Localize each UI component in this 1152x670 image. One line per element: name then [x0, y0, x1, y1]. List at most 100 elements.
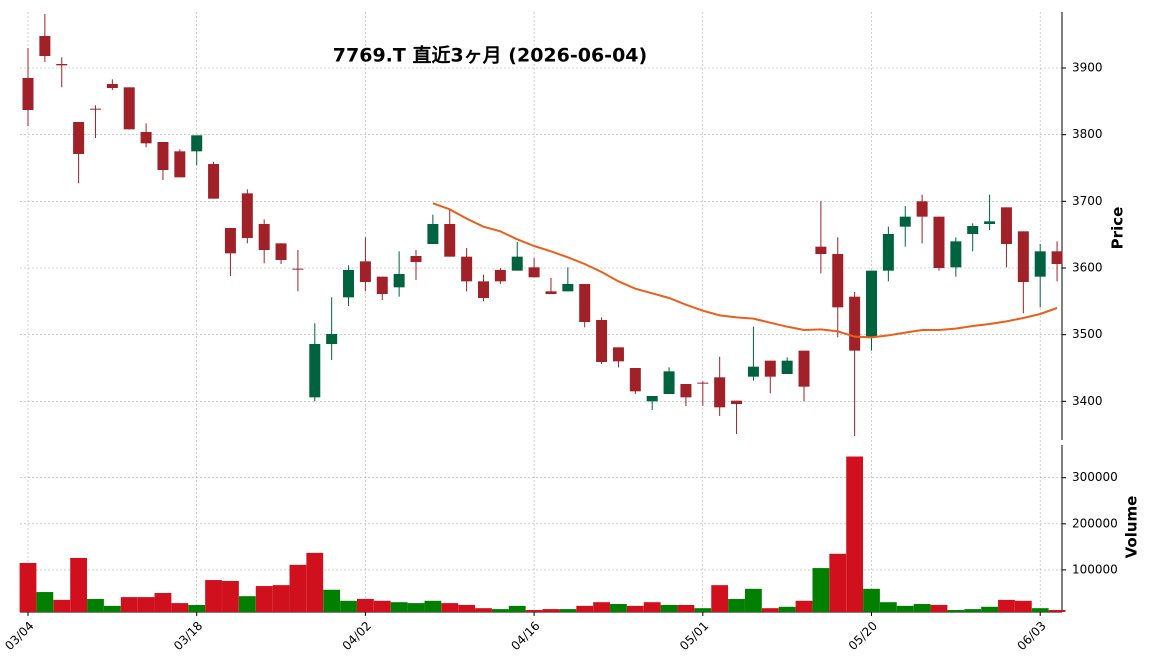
candle-body — [292, 268, 304, 270]
candle-body — [680, 384, 692, 398]
candle-body — [849, 296, 861, 351]
candle-body — [629, 368, 641, 392]
volume-bar — [70, 557, 88, 612]
volume-bar — [964, 609, 982, 612]
candle-body — [1051, 251, 1063, 264]
volume-bar — [1014, 600, 1032, 612]
candle-body — [1017, 231, 1029, 282]
candle-body — [562, 284, 574, 292]
volume-bar — [947, 610, 965, 612]
volume-bar — [998, 599, 1015, 612]
candle-body — [258, 224, 270, 250]
candle-body — [646, 396, 658, 402]
candle-body — [967, 226, 979, 234]
volume-bar — [407, 603, 425, 612]
candle-body — [528, 267, 540, 278]
volume-bar — [761, 608, 779, 612]
volume-bar — [357, 598, 374, 612]
x-tick-label: 05/20 — [846, 619, 880, 653]
candle-body — [275, 243, 287, 260]
candle-body — [494, 270, 506, 282]
volume-bar — [745, 588, 762, 612]
volume-bar — [694, 608, 712, 612]
y-axis-label: Price — [1109, 207, 1127, 250]
volume-bar — [559, 609, 577, 612]
candle-body — [393, 274, 405, 288]
x-tick-label: 04/02 — [340, 619, 374, 653]
volume-bar — [1031, 608, 1049, 612]
volume-bar — [896, 605, 914, 612]
volume-bar — [458, 604, 476, 612]
volume-bar — [863, 588, 880, 612]
volume-bar — [120, 597, 138, 612]
chart-title: 7769.T 直近3ヶ月 (2026-06-04) — [333, 44, 647, 67]
volume-bar — [373, 600, 391, 612]
x-tick-label: 03/18 — [171, 619, 205, 653]
candle-body — [1034, 251, 1046, 277]
y-tick-label: 3600 — [1072, 261, 1103, 275]
volume-bar — [778, 606, 796, 612]
candle-body — [359, 261, 371, 282]
volume-bar — [424, 600, 442, 612]
candle-body — [106, 84, 118, 88]
volume-bar — [19, 563, 37, 612]
candle-body — [916, 201, 928, 217]
volume-bar — [205, 580, 222, 612]
candle-body — [933, 216, 945, 268]
volume-bar — [542, 609, 560, 612]
candle-body — [714, 377, 726, 408]
volume-bar — [930, 604, 948, 612]
volume-bar — [1048, 610, 1066, 612]
candle-body — [731, 400, 743, 404]
volume-bar — [660, 604, 678, 612]
volume-bar — [677, 604, 695, 612]
volume-bar — [441, 603, 459, 612]
candle-body — [444, 224, 456, 257]
volume-bar — [171, 603, 189, 612]
candle-body — [579, 284, 591, 322]
volume-bar — [879, 602, 897, 612]
volume-bar — [981, 606, 998, 612]
candle-body — [157, 142, 169, 170]
candle-body — [56, 64, 68, 66]
volume-bar — [795, 600, 813, 612]
volume-bar — [188, 604, 206, 612]
candle-body — [461, 256, 473, 282]
candle-body — [140, 132, 152, 144]
volume-bar — [728, 598, 745, 612]
candle-body — [39, 36, 51, 56]
candle-body — [1000, 207, 1012, 244]
candle-body — [764, 360, 776, 377]
volume-bar — [306, 552, 324, 612]
volume-bar — [154, 592, 172, 612]
candle-body — [174, 151, 186, 178]
volume-bar — [711, 585, 729, 612]
y-tick-label: 3700 — [1072, 194, 1103, 208]
candle-body — [191, 135, 203, 152]
volume-bar — [36, 592, 54, 612]
x-tick-label: 06/03 — [1014, 619, 1048, 653]
volume-bar — [829, 553, 847, 612]
volume-tick-label: 100000 — [1072, 562, 1118, 576]
y-tick-label: 3400 — [1072, 394, 1103, 408]
candle-body — [832, 254, 844, 308]
volume-bar — [390, 602, 408, 612]
volume-bar — [272, 585, 290, 612]
volume-bar — [475, 608, 492, 612]
volume-bar — [87, 598, 104, 612]
volume-bar — [508, 605, 526, 612]
candle-body — [343, 270, 355, 298]
volume-bar — [289, 564, 307, 612]
candle-body — [866, 270, 877, 338]
candle-body — [241, 193, 253, 238]
volume-axis-label: Volume — [1123, 496, 1141, 559]
volume-bar — [812, 568, 830, 612]
x-tick-label: 04/16 — [508, 619, 542, 653]
candle-body — [427, 224, 439, 244]
volume-bar — [53, 599, 71, 612]
candle-body — [815, 246, 827, 254]
volume-bar — [626, 605, 644, 612]
candle-body — [663, 371, 675, 394]
volume-bar — [593, 602, 610, 612]
moving-average-line — [432, 202, 1058, 339]
